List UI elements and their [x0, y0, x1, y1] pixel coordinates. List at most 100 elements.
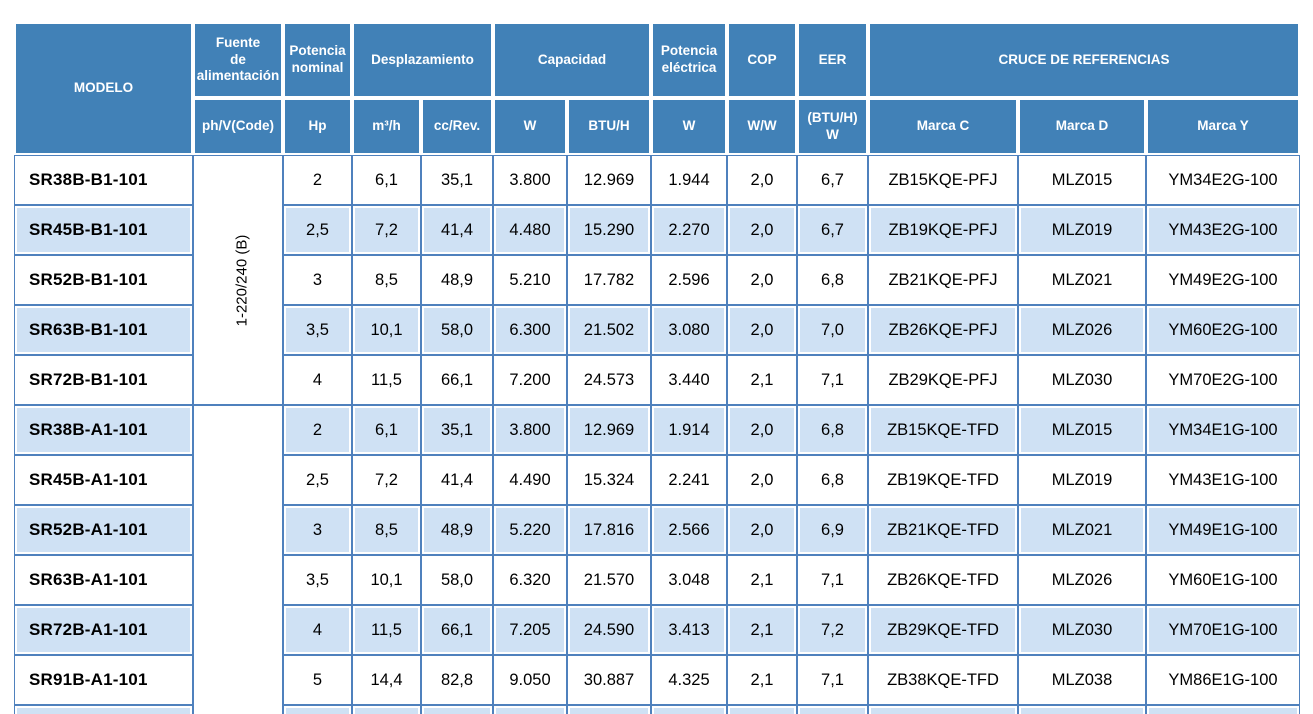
m3h-cell: 10,1	[352, 555, 421, 605]
electric-power-cell: 3.413	[651, 605, 727, 655]
cc-rev-cell: 35,1	[421, 405, 493, 455]
cc-rev-cell: 41,4	[421, 455, 493, 505]
m3h-cell: 11,5	[352, 605, 421, 655]
table-row: SR63B-B1-101 3,5 10,1 58,0 6.300 21.502 …	[14, 305, 1300, 355]
hp-cell: 3	[283, 505, 352, 555]
cop-cell	[727, 705, 797, 714]
cc-rev-cell	[421, 705, 493, 714]
capacity-btuh-cell	[567, 705, 651, 714]
col-header-desplazamiento: Desplazamiento	[352, 22, 493, 98]
eer-cell: 7,0	[797, 305, 868, 355]
table-row: SR52B-B1-101 3 8,5 48,9 5.210 17.782 2.5…	[14, 255, 1300, 305]
col-header-marca-c: Marca C	[868, 98, 1018, 155]
m3h-cell: 6,1	[352, 405, 421, 455]
hp-cell	[283, 705, 352, 714]
electric-power-cell: 1.944	[651, 155, 727, 205]
eer-cell: 7,1	[797, 555, 868, 605]
model-cell: SR52B-B1-101	[14, 255, 193, 305]
model-cell: SR45B-A1-101	[14, 455, 193, 505]
electric-power-cell: 2.241	[651, 455, 727, 505]
marca-d-cell: MLZ015	[1018, 155, 1146, 205]
eer-cell: 7,2	[797, 605, 868, 655]
marca-c-cell: ZB21KQE-PFJ	[868, 255, 1018, 305]
model-label: SR63B-B1-101	[29, 320, 148, 339]
model-cell: SR72B-B1-101	[14, 355, 193, 405]
model-label: SR91B-A1-101	[29, 670, 148, 689]
col-header-modelo: MODELO	[14, 22, 193, 155]
marca-c-cell: ZB21KQE-TFD	[868, 505, 1018, 555]
marca-y-cell: YM43E2G-100	[1146, 205, 1300, 255]
cc-rev-cell: 48,9	[421, 505, 493, 555]
eer-cell: 6,7	[797, 155, 868, 205]
marca-c-cell: ZB26KQE-PFJ	[868, 305, 1018, 355]
capacity-btuh-cell: 12.969	[567, 405, 651, 455]
cop-cell: 2,0	[727, 255, 797, 305]
col-header-potencia-nominal: Potencia nominal	[283, 22, 352, 98]
table-row-partial	[14, 705, 1300, 714]
cc-rev-cell: 58,0	[421, 305, 493, 355]
model-label: SR45B-A1-101	[29, 470, 148, 489]
hp-cell: 5	[283, 655, 352, 705]
capacity-btuh-cell: 24.573	[567, 355, 651, 405]
power-source-cell-b1: 1-220/240 (B)	[193, 155, 283, 405]
cc-rev-cell: 58,0	[421, 555, 493, 605]
model-cell: SR38B-B1-101	[14, 155, 193, 205]
cop-cell: 2,0	[727, 205, 797, 255]
marca-y-cell: YM49E2G-100	[1146, 255, 1300, 305]
capacity-w-cell: 4.490	[493, 455, 567, 505]
unit-ph-v-code: ph/V(Code)	[193, 98, 283, 155]
table-row: SR45B-A1-101 2,5 7,2 41,4 4.490 15.324 2…	[14, 455, 1300, 505]
header-group-row: MODELO Fuente de alimentación Potencia n…	[14, 22, 1300, 155]
m3h-cell: 10,1	[352, 305, 421, 355]
eer-cell: 6,8	[797, 405, 868, 455]
unit-btu-h: BTU/H	[567, 98, 651, 155]
marca-c-cell: ZB26KQE-TFD	[868, 555, 1018, 605]
hp-cell: 2,5	[283, 455, 352, 505]
table-row: SR52B-A1-101 3 8,5 48,9 5.220 17.816 2.5…	[14, 505, 1300, 555]
cc-rev-cell: 41,4	[421, 205, 493, 255]
capacity-w-cell: 3.800	[493, 155, 567, 205]
electric-power-cell: 3.048	[651, 555, 727, 605]
cc-rev-cell: 66,1	[421, 605, 493, 655]
eer-cell: 6,8	[797, 455, 868, 505]
electric-power-cell	[651, 705, 727, 714]
marca-c-cell: ZB19KQE-TFD	[868, 455, 1018, 505]
marca-c-cell: ZB38KQE-TFD	[868, 655, 1018, 705]
capacity-btuh-cell: 21.502	[567, 305, 651, 355]
model-label: SR52B-A1-101	[29, 520, 148, 539]
capacity-btuh-cell: 30.887	[567, 655, 651, 705]
model-label: SR38B-B1-101	[29, 170, 148, 189]
unit-m3h: m³/h	[352, 98, 421, 155]
col-header-capacidad: Capacidad	[493, 22, 651, 98]
cop-cell: 2,1	[727, 555, 797, 605]
table-row: SR91B-A1-101 5 14,4 82,8 9.050 30.887 4.…	[14, 655, 1300, 705]
hp-cell: 3	[283, 255, 352, 305]
capacity-w-cell: 9.050	[493, 655, 567, 705]
model-cell: SR72B-A1-101	[14, 605, 193, 655]
m3h-cell: 7,2	[352, 455, 421, 505]
col-header-fuente: Fuente de alimentación	[193, 22, 283, 98]
capacity-w-cell: 5.220	[493, 505, 567, 555]
capacity-btuh-cell: 24.590	[567, 605, 651, 655]
table-body: SR38B-B1-101 1-220/240 (B) 2 6,1 35,1 3.8…	[14, 155, 1300, 714]
power-source-cell-a1	[193, 405, 283, 714]
unit-capacity-w: W	[493, 98, 567, 155]
capacity-btuh-cell: 12.969	[567, 155, 651, 205]
electric-power-cell: 2.270	[651, 205, 727, 255]
model-cell: SR52B-A1-101	[14, 505, 193, 555]
m3h-cell: 6,1	[352, 155, 421, 205]
capacity-btuh-cell: 17.816	[567, 505, 651, 555]
marca-d-cell: MLZ026	[1018, 555, 1146, 605]
hp-cell: 3,5	[283, 555, 352, 605]
hp-cell: 2,5	[283, 205, 352, 255]
header-units-row: ph/V(Code) Hp m³/h cc/Rev. W BTU/H W W/W…	[14, 98, 1300, 155]
table-header: MODELO Fuente de alimentación Potencia n…	[14, 22, 1300, 155]
capacity-w-cell: 4.480	[493, 205, 567, 255]
capacity-w-cell: 3.800	[493, 405, 567, 455]
marca-y-cell: YM70E2G-100	[1146, 355, 1300, 405]
hp-cell: 3,5	[283, 305, 352, 355]
marca-c-cell: ZB15KQE-TFD	[868, 405, 1018, 455]
table-row: SR63B-A1-101 3,5 10,1 58,0 6.320 21.570 …	[14, 555, 1300, 605]
hp-cell: 2	[283, 405, 352, 455]
